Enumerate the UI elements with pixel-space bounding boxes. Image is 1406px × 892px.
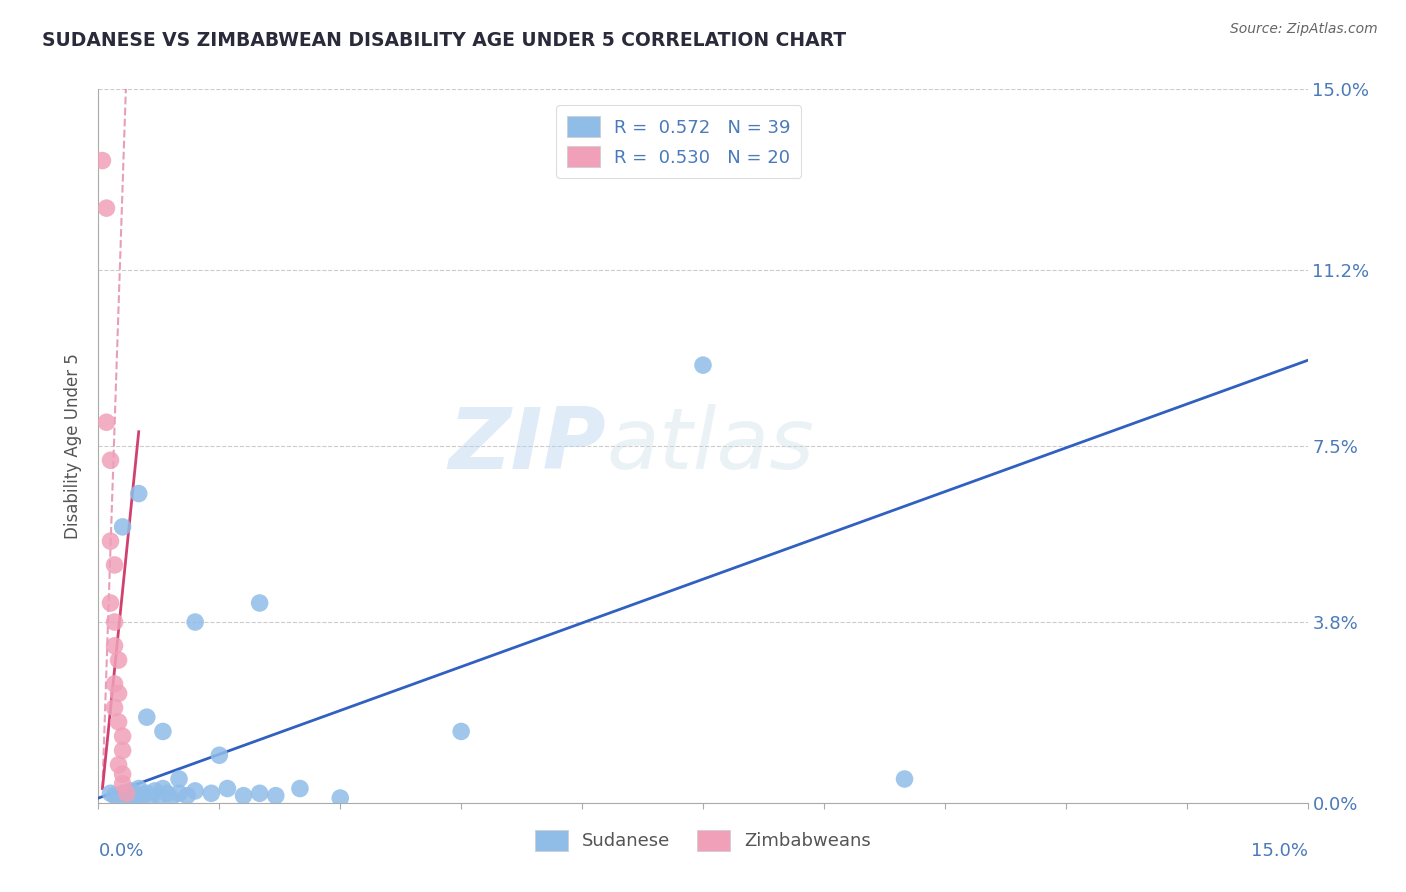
Point: [115, 786, 138, 800]
Point: [120, 791, 142, 805]
Point: [111, 786, 134, 800]
Point: [107, 653, 129, 667]
Point: [692, 358, 714, 372]
Point: [111, 777, 134, 791]
Point: [124, 786, 146, 800]
Y-axis label: Disability Age Under 5: Disability Age Under 5: [65, 353, 83, 539]
Point: [107, 714, 129, 729]
Point: [111, 729, 134, 743]
Point: [103, 615, 125, 629]
Point: [143, 784, 166, 798]
Point: [135, 710, 157, 724]
Point: [91, 153, 114, 168]
Point: [167, 786, 190, 800]
Point: [152, 781, 174, 796]
Point: [96, 415, 118, 429]
Point: [103, 700, 125, 714]
Text: ZIP: ZIP: [449, 404, 606, 488]
Point: [167, 772, 190, 786]
Text: 15.0%: 15.0%: [1250, 842, 1308, 860]
Point: [103, 558, 125, 572]
Point: [100, 534, 122, 549]
Text: SUDANESE VS ZIMBABWEAN DISABILITY AGE UNDER 5 CORRELATION CHART: SUDANESE VS ZIMBABWEAN DISABILITY AGE UN…: [42, 31, 846, 50]
Point: [176, 789, 198, 803]
Point: [107, 791, 129, 805]
Point: [288, 781, 311, 796]
Text: Source: ZipAtlas.com: Source: ZipAtlas.com: [1230, 22, 1378, 37]
Point: [107, 686, 129, 700]
Point: [160, 791, 183, 805]
Point: [135, 786, 157, 800]
Point: [139, 791, 162, 805]
Point: [217, 781, 239, 796]
Point: [264, 789, 287, 803]
Text: atlas: atlas: [606, 404, 814, 488]
Point: [184, 784, 207, 798]
Point: [200, 786, 222, 800]
Point: [111, 520, 134, 534]
Point: [148, 789, 170, 803]
Point: [103, 639, 125, 653]
Point: [100, 596, 122, 610]
Point: [115, 789, 138, 803]
Point: [184, 615, 207, 629]
Point: [208, 748, 231, 763]
Point: [128, 781, 150, 796]
Point: [450, 724, 472, 739]
Point: [103, 677, 125, 691]
Point: [249, 786, 271, 800]
Point: [232, 789, 254, 803]
Point: [107, 757, 129, 772]
Legend: Sudanese, Zimbabweans: Sudanese, Zimbabweans: [527, 822, 879, 858]
Point: [120, 784, 142, 798]
Point: [111, 743, 134, 757]
Point: [128, 791, 150, 805]
Point: [96, 201, 118, 215]
Point: [100, 786, 122, 800]
Point: [111, 767, 134, 781]
Point: [152, 724, 174, 739]
Point: [100, 453, 122, 467]
Point: [249, 596, 271, 610]
Point: [103, 789, 125, 803]
Text: 0.0%: 0.0%: [98, 842, 143, 860]
Point: [128, 486, 150, 500]
Point: [893, 772, 915, 786]
Point: [329, 791, 352, 805]
Point: [156, 786, 179, 800]
Point: [132, 789, 155, 803]
